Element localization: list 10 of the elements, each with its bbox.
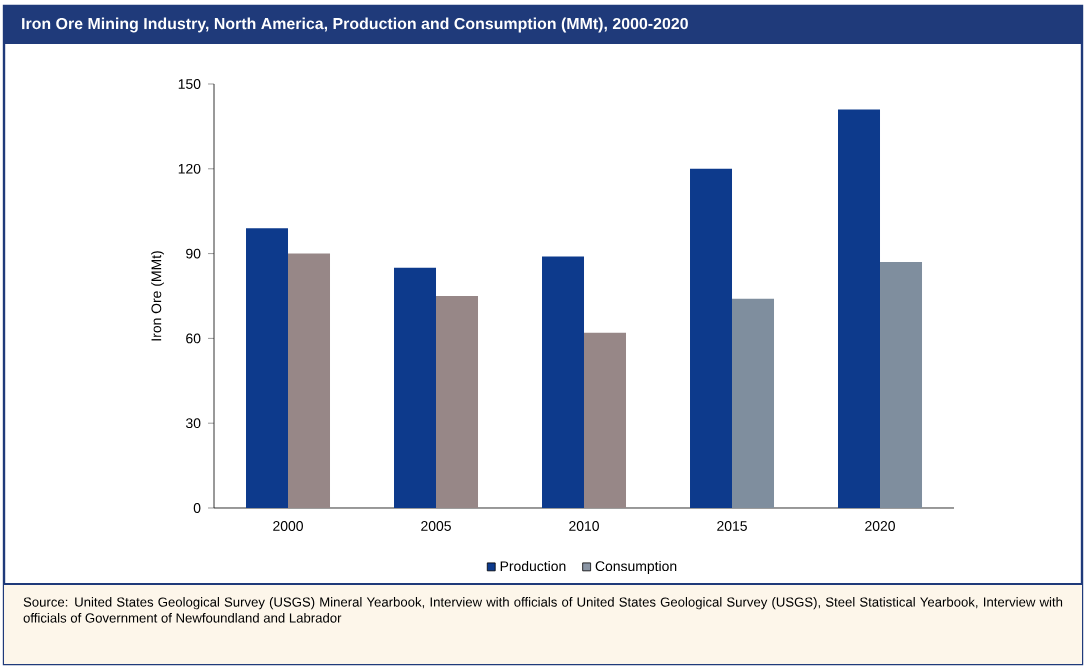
bar — [732, 298, 775, 508]
bar — [288, 253, 331, 508]
bar — [394, 267, 437, 508]
bar — [584, 332, 627, 508]
bar — [246, 228, 289, 508]
bar — [880, 262, 923, 508]
bar — [436, 296, 479, 508]
bar — [690, 168, 733, 508]
bar — [542, 256, 585, 508]
bar — [838, 109, 881, 508]
